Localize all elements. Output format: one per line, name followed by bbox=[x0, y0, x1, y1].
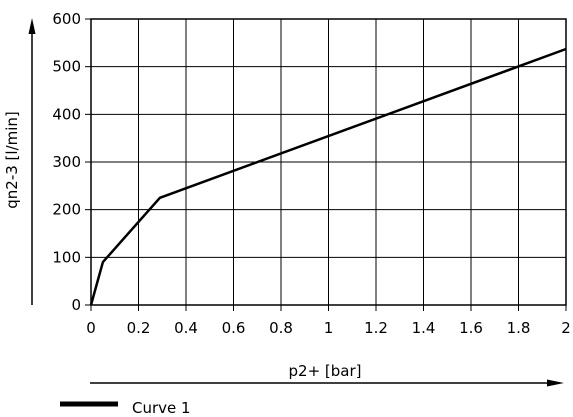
y-tick-labels: 0 100 200 300 400 500 600 bbox=[52, 10, 81, 314]
series-layer bbox=[89, 47, 567, 306]
x-tick-label: 0.6 bbox=[222, 319, 246, 337]
x-tick-label: 1.8 bbox=[507, 319, 531, 337]
y-tick-label: 100 bbox=[52, 248, 81, 266]
x-axis-label: p2+ [bar] bbox=[289, 362, 362, 380]
x-tick-labels: 0 0.2 0.4 0.6 0.8 1 1.2 1.4 1.6 1.8 2 bbox=[86, 319, 571, 337]
x-tick-label: 1.2 bbox=[364, 319, 388, 337]
y-axis-arrowhead bbox=[28, 18, 36, 34]
y-tick-label: 0 bbox=[71, 296, 81, 314]
plot-frame bbox=[90, 18, 567, 306]
x-tick-label: 0.8 bbox=[269, 319, 293, 337]
y-axis-label: qn2-3 [l/min] bbox=[3, 111, 21, 209]
grid bbox=[85, 18, 567, 311]
legend-label-curve-1: Curve 1 bbox=[132, 399, 191, 417]
x-tick-label: 0.4 bbox=[174, 319, 198, 337]
series-line-1 bbox=[89, 47, 567, 306]
x-tick-label: 1.6 bbox=[459, 319, 483, 337]
x-tick-label: 1 bbox=[324, 319, 334, 337]
y-tick-label: 400 bbox=[52, 105, 81, 123]
y-tick-label: 300 bbox=[52, 153, 81, 171]
x-tick-label: 0 bbox=[86, 319, 96, 337]
y-tick-label: 500 bbox=[52, 58, 81, 76]
x-tick-label: 2 bbox=[561, 319, 571, 337]
y-tick-label: 200 bbox=[52, 201, 81, 219]
x-axis-arrowhead bbox=[547, 379, 564, 387]
y-tick-label: 600 bbox=[52, 10, 81, 28]
x-tick-label: 0.2 bbox=[127, 319, 151, 337]
x-tick-label: 1.4 bbox=[412, 319, 436, 337]
legend: Curve 1 bbox=[60, 399, 191, 417]
